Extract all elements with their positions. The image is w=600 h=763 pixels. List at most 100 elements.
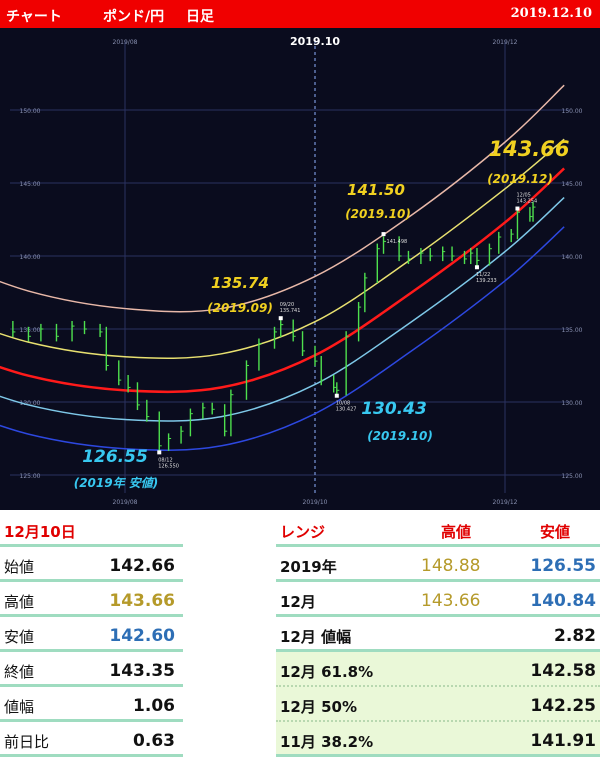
price-chart: 125.00 125.00 130.00 130.00 135.00 135.00 140.…	[0, 28, 600, 510]
y-tick-label-left: 145.00	[20, 181, 41, 188]
x-tick-label-bottom: 2019/12	[493, 499, 518, 506]
row-label: 高値	[4, 593, 35, 611]
marker-date: 08/12	[158, 457, 172, 463]
extreme-marker	[157, 450, 162, 455]
annotation-value: 126.55	[82, 447, 148, 467]
y-tick-label-left: 130.00	[20, 400, 41, 407]
daily-row: 前日比 0.63	[0, 722, 183, 757]
row-label: 前日比	[4, 733, 50, 751]
row-low: 140.84	[530, 591, 596, 611]
extreme-marker	[474, 265, 479, 270]
daily-title: 12月10日	[4, 523, 76, 541]
row-low: 2.82	[554, 626, 596, 646]
marker-value: 126.550	[158, 463, 179, 469]
row-high: 143.66	[421, 591, 481, 611]
y-tick-label-right: 130.00	[562, 400, 583, 407]
row-label: 12月	[280, 593, 316, 611]
marker-value: 141.498	[387, 239, 408, 245]
row-label: 終値	[4, 663, 35, 681]
range-low-header: 安値	[540, 523, 571, 541]
row-value: 143.35	[109, 661, 175, 681]
daily-row: 始値 142.66	[0, 547, 183, 582]
daily-header: 12月10日	[0, 512, 183, 547]
extreme-marker	[381, 232, 386, 237]
row-label: 2019年	[280, 558, 337, 576]
range-row: 12月 50% 142.25	[276, 687, 600, 722]
header-date: 2019.12.10	[510, 6, 592, 21]
row-value: 143.66	[109, 591, 175, 611]
row-label: 値幅	[4, 698, 35, 716]
row-low: 142.25	[530, 696, 596, 716]
header-label: チャート	[6, 9, 62, 25]
y-tick-label-left: 135.00	[20, 327, 41, 334]
marker-date: 12/05	[516, 193, 530, 199]
daily-row: 安値 142.60	[0, 617, 183, 652]
annotation-value: 143.66	[488, 137, 569, 161]
x-tick-label-top: 2019/12	[493, 39, 518, 46]
annotation-period: (2019.09)	[207, 301, 273, 315]
row-label: 12月 61.8%	[280, 663, 374, 681]
y-tick-label-right: 150.00	[562, 108, 583, 115]
x-tick-label-bottom: 2019/08	[113, 499, 138, 506]
range-row: 12月 143.66 140.84	[276, 582, 600, 617]
y-tick-label-right: 135.00	[562, 327, 583, 334]
marker-value: 130.427	[336, 407, 357, 413]
annotation-period: (2019年 安値)	[74, 476, 159, 490]
row-label: 安値	[4, 628, 35, 646]
row-low: 126.55	[530, 556, 596, 576]
y-tick-label-right: 125.00	[562, 473, 583, 480]
x-tick-label-bottom: 2019/10	[303, 499, 328, 506]
annotation-period: (2019.10)	[345, 207, 411, 221]
y-tick-label-right: 140.00	[562, 254, 583, 261]
timeframe: 日足	[186, 9, 214, 25]
range-header: レンジ 高値 安値	[276, 512, 600, 547]
row-high: 148.88	[421, 556, 481, 576]
range-row: 2019年 148.88 126.55	[276, 547, 600, 582]
extreme-marker	[334, 393, 339, 398]
extreme-marker	[278, 316, 283, 321]
marker-value: 135.741	[280, 308, 301, 314]
row-value: 0.63	[133, 731, 175, 751]
range-row: 11月 38.2% 141.91	[276, 722, 600, 757]
row-label: 12月 50%	[280, 698, 357, 716]
band-curve	[0, 226, 565, 451]
marker-value: 139.233	[476, 278, 497, 284]
y-tick-label-left: 150.00	[20, 108, 41, 115]
band-curve	[0, 138, 565, 359]
header-bar: チャート ポンド/円 日足 2019.12.10	[0, 0, 600, 28]
annotation-period: (2019.10)	[367, 429, 433, 443]
x-tick-label-top: 2019/08	[113, 39, 138, 46]
row-value: 142.66	[109, 556, 175, 576]
daily-table: 12月10日 始値 142.66 高値 143.66 安値 142.60 終値 143.35 値…	[0, 512, 183, 763]
range-title: レンジ	[280, 523, 326, 541]
row-label: 11月 38.2%	[280, 733, 374, 751]
extreme-marker	[515, 206, 520, 211]
row-label: 12月 値幅	[280, 628, 352, 646]
marker-date: 11/22	[476, 272, 490, 278]
range-high-header: 高値	[441, 523, 472, 541]
annotation-value: 130.43	[361, 399, 427, 419]
range-row: 12月 値幅 2.82	[276, 617, 600, 652]
band-curve	[0, 84, 565, 313]
row-low: 142.58	[530, 661, 596, 681]
row-value: 1.06	[133, 696, 175, 716]
annotation-value: 141.50	[347, 181, 405, 199]
annotation-period: (2019.12)	[487, 172, 553, 186]
band-curve	[0, 167, 566, 394]
marker-date: 09/20	[280, 302, 294, 308]
chart-svg: 125.00 125.00 130.00 130.00 135.00 135.00 140.…	[0, 35, 583, 506]
chart-title: 2019.10	[290, 35, 340, 48]
daily-row: 値幅 1.06	[0, 687, 183, 722]
y-tick-label-left: 125.00	[20, 473, 41, 480]
row-label: 始値	[4, 558, 35, 576]
currency-pair: ポンド/円	[103, 9, 165, 25]
daily-row: 高値 143.66	[0, 582, 183, 617]
row-value: 142.60	[109, 626, 175, 646]
annotation-value: 135.74	[211, 274, 269, 292]
daily-row: 終値 143.35	[0, 652, 183, 687]
range-table: レンジ 高値 安値 2019年 148.88 126.55 12月 143.66 140.…	[276, 512, 600, 763]
y-tick-label-right: 145.00	[562, 181, 583, 188]
range-row: 12月 61.8% 142.58	[276, 652, 600, 687]
marker-date: 10/08	[336, 401, 350, 407]
row-low: 141.91	[530, 731, 596, 751]
